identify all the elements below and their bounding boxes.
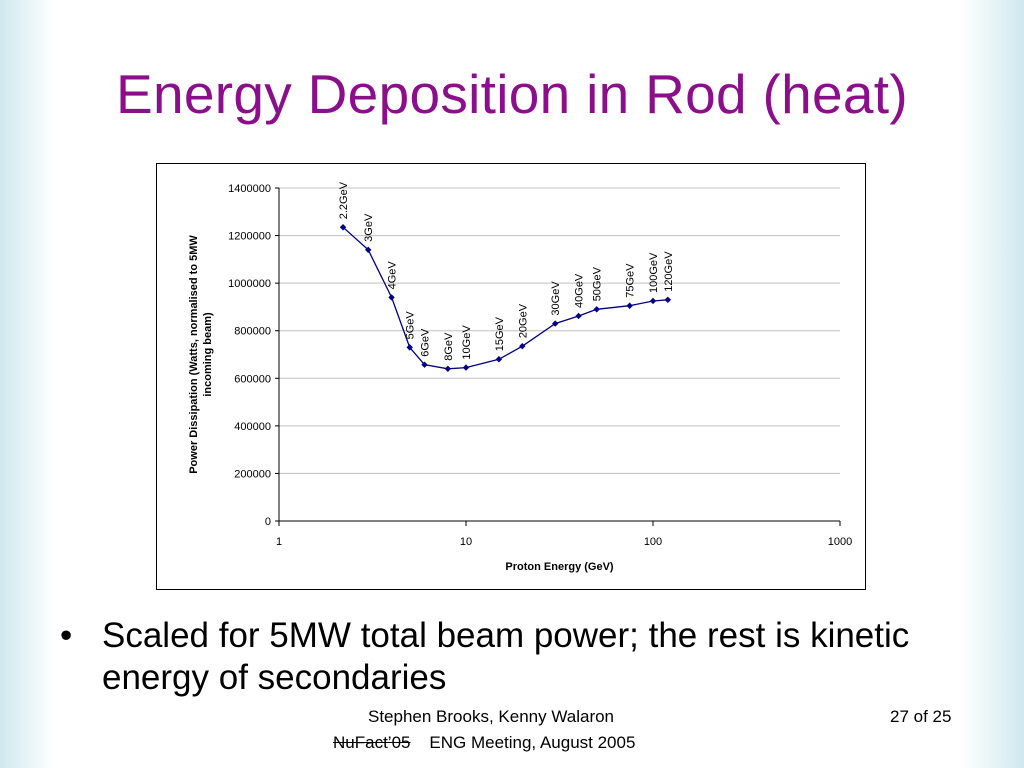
y-tick-label: 0 xyxy=(265,516,271,528)
y-axis-title: Power Dissipation (Watts, normalised to … xyxy=(188,235,214,474)
data-point-marker xyxy=(444,365,452,372)
data-label: 50GeV xyxy=(592,266,604,301)
data-label: 40GeV xyxy=(574,273,586,308)
footer-event-struck: NuFact’05 xyxy=(333,733,411,752)
data-label: 30GeV xyxy=(550,281,562,316)
data-label: 15GeV xyxy=(494,316,506,351)
data-point-marker xyxy=(388,294,395,301)
data-label: 120GeV xyxy=(663,251,675,292)
data-point-marker xyxy=(575,312,582,320)
y-tick-label: 1200000 xyxy=(228,231,271,243)
data-point-marker xyxy=(649,297,657,305)
data-point-marker xyxy=(462,364,470,371)
y-tick-label: 1000000 xyxy=(228,278,271,290)
y-tick-label: 200000 xyxy=(234,468,271,480)
data-label: 2.2GeV xyxy=(338,181,350,219)
data-point-marker xyxy=(519,342,526,350)
bullet-icon: • xyxy=(60,616,73,655)
data-label: 20GeV xyxy=(517,303,529,338)
bullet-text: Scaled for 5MW total beam power; the res… xyxy=(102,616,910,697)
x-axis-title: Proton Energy (GeV) xyxy=(505,561,614,573)
data-label: 4GeV xyxy=(387,261,399,290)
y-tick-label: 400000 xyxy=(234,421,271,433)
data-point-marker xyxy=(421,361,428,368)
data-point-marker xyxy=(664,296,672,303)
data-label: 5GeV xyxy=(405,311,417,340)
footer-event: ENG Meeting, August 2005 xyxy=(429,733,636,752)
footer-authors: Stephen Brooks, Kenny Walaron xyxy=(368,707,615,726)
data-point-marker xyxy=(593,306,600,313)
data-point-marker xyxy=(552,320,559,327)
data-label: 3GeV xyxy=(363,213,375,242)
data-label: 100GeV xyxy=(648,252,660,293)
page-number: 27 of 25 xyxy=(890,707,952,726)
y-tick-label: 1400000 xyxy=(228,183,271,195)
data-point-marker xyxy=(339,224,347,231)
data-label: 75GeV xyxy=(625,263,637,298)
y-tick-label: 800000 xyxy=(234,326,271,338)
data-label: 10GeV xyxy=(461,325,473,360)
data-label: 6GeV xyxy=(420,328,432,357)
x-tick-label: 1000 xyxy=(828,536,852,548)
data-label: 8GeV xyxy=(443,332,455,361)
slide-title: Energy Deposition in Rod (heat) xyxy=(116,63,908,125)
data-point-marker xyxy=(626,302,633,309)
data-point-marker xyxy=(365,246,372,254)
y-tick-label: 600000 xyxy=(234,373,271,385)
x-tick-label: 100 xyxy=(644,536,662,548)
x-tick-label: 10 xyxy=(460,536,472,548)
x-tick-label: 1 xyxy=(276,536,282,548)
power-dissipation-chart: 0 200000 400000 600000 800000 1000000 1200000 1… xyxy=(188,181,852,573)
data-point-marker xyxy=(495,356,503,363)
footer-meeting: NuFact’05 ENG Meeting, August 2005 xyxy=(333,733,635,753)
chart-panel: 0 200000 400000 600000 800000 1000000 1200000 1… xyxy=(156,163,866,590)
